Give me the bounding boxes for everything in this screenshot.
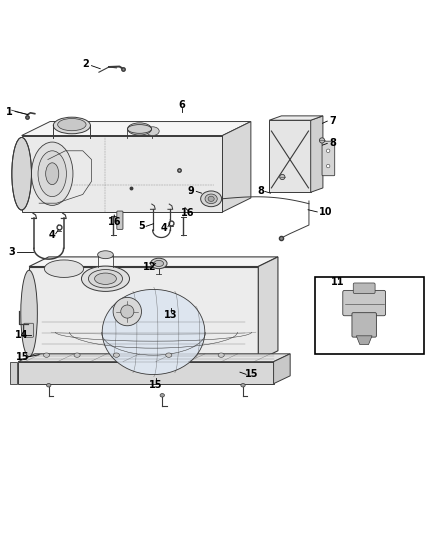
- Text: 10: 10: [319, 207, 333, 217]
- Polygon shape: [11, 362, 17, 384]
- Text: 13: 13: [164, 310, 178, 320]
- Ellipse shape: [218, 353, 224, 357]
- Ellipse shape: [154, 261, 163, 266]
- Ellipse shape: [150, 258, 167, 269]
- Polygon shape: [18, 354, 290, 362]
- FancyBboxPatch shape: [352, 313, 376, 337]
- Ellipse shape: [74, 353, 80, 357]
- Ellipse shape: [81, 266, 130, 292]
- Text: 8: 8: [329, 139, 336, 148]
- FancyBboxPatch shape: [343, 290, 385, 316]
- Ellipse shape: [326, 149, 330, 152]
- Polygon shape: [21, 135, 223, 212]
- Ellipse shape: [241, 384, 245, 387]
- Polygon shape: [18, 362, 274, 384]
- Polygon shape: [29, 266, 258, 360]
- Ellipse shape: [46, 384, 51, 387]
- Text: 4: 4: [49, 230, 56, 240]
- Ellipse shape: [166, 353, 172, 357]
- Text: 6: 6: [179, 100, 185, 110]
- Polygon shape: [269, 120, 311, 192]
- Text: 9: 9: [187, 187, 194, 196]
- Ellipse shape: [113, 297, 141, 326]
- FancyBboxPatch shape: [353, 283, 375, 294]
- FancyBboxPatch shape: [24, 323, 33, 337]
- Text: 11: 11: [331, 277, 345, 287]
- Polygon shape: [357, 336, 372, 344]
- Ellipse shape: [38, 151, 67, 197]
- Text: 16: 16: [108, 216, 122, 227]
- Ellipse shape: [205, 194, 217, 204]
- Ellipse shape: [58, 118, 86, 131]
- Text: 1: 1: [6, 107, 13, 117]
- Text: 7: 7: [329, 116, 336, 126]
- Text: 16: 16: [181, 208, 194, 218]
- Polygon shape: [21, 122, 251, 135]
- Text: 15: 15: [16, 352, 29, 362]
- FancyBboxPatch shape: [117, 211, 123, 229]
- Ellipse shape: [88, 270, 123, 288]
- Ellipse shape: [127, 123, 152, 135]
- Polygon shape: [269, 116, 323, 120]
- Ellipse shape: [46, 163, 59, 184]
- Polygon shape: [258, 257, 278, 360]
- FancyBboxPatch shape: [322, 141, 335, 176]
- Polygon shape: [311, 116, 323, 192]
- Ellipse shape: [32, 142, 73, 205]
- Ellipse shape: [113, 353, 120, 357]
- Polygon shape: [223, 122, 251, 212]
- Ellipse shape: [280, 174, 285, 180]
- Bar: [315, 277, 424, 354]
- Polygon shape: [29, 257, 278, 266]
- Ellipse shape: [201, 191, 222, 207]
- Ellipse shape: [102, 289, 205, 375]
- Ellipse shape: [121, 305, 134, 318]
- Ellipse shape: [43, 353, 49, 357]
- Text: 4: 4: [161, 223, 168, 233]
- Text: 2: 2: [82, 59, 89, 69]
- Ellipse shape: [95, 273, 117, 285]
- Ellipse shape: [12, 138, 32, 210]
- Ellipse shape: [21, 270, 37, 357]
- Ellipse shape: [44, 260, 84, 277]
- Ellipse shape: [160, 393, 164, 397]
- Text: 8: 8: [257, 187, 264, 196]
- Ellipse shape: [319, 138, 325, 143]
- Text: 15: 15: [149, 380, 162, 390]
- Text: 5: 5: [138, 221, 145, 231]
- Ellipse shape: [208, 196, 214, 201]
- Polygon shape: [274, 354, 290, 384]
- Ellipse shape: [326, 164, 330, 168]
- Ellipse shape: [146, 127, 159, 135]
- Text: 12: 12: [143, 262, 157, 272]
- Text: 14: 14: [15, 330, 28, 341]
- Text: 3: 3: [8, 247, 15, 257]
- Ellipse shape: [98, 251, 113, 259]
- Text: 15: 15: [245, 369, 259, 379]
- Ellipse shape: [53, 117, 90, 134]
